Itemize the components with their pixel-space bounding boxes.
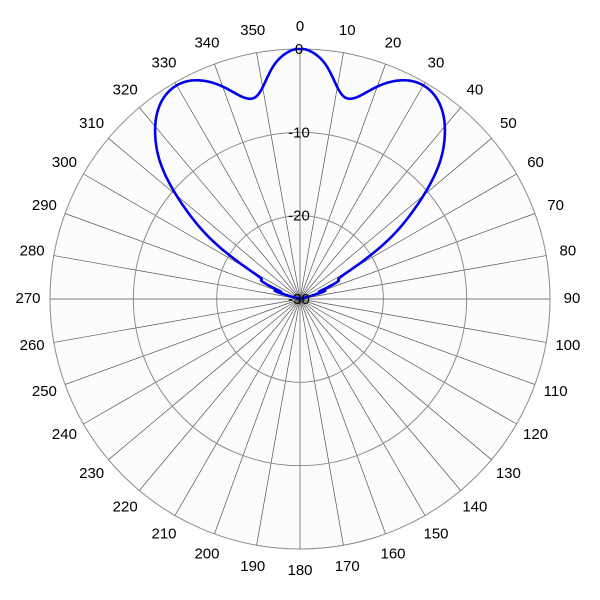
angle-tick-label: 320 <box>113 82 138 99</box>
angle-tick-label: 70 <box>547 197 564 214</box>
angle-gridline-190 <box>256 298 301 546</box>
angle-tick-label: 210 <box>151 526 176 543</box>
angle-tick-label: 80 <box>560 243 577 260</box>
angle-tick-label: 330 <box>151 54 176 71</box>
angle-tick-label: 130 <box>496 465 521 482</box>
angle-tick-label: 240 <box>52 426 77 443</box>
angle-tick-label: 160 <box>381 546 406 563</box>
angle-tick-label: 180 <box>287 562 312 579</box>
radial-tick-label: -20 <box>288 208 310 225</box>
radial-tick-labels: 0 -10 -20 -30 <box>288 41 310 308</box>
angle-gridline-20 <box>299 63 386 300</box>
angle-gridline-330 <box>174 82 301 300</box>
angle-gridline-210 <box>174 298 301 516</box>
angle-gridline-260 <box>53 298 301 343</box>
angle-tick-label: 170 <box>335 558 360 575</box>
angle-tick-label: 190 <box>240 558 265 575</box>
radial-tick-label: -10 <box>288 124 310 141</box>
angle-tick-label: 200 <box>194 546 219 563</box>
angle-tick-label: 60 <box>527 154 544 171</box>
angle-tick-label: 290 <box>32 197 57 214</box>
series-layer <box>153 47 447 301</box>
angle-gridline-100 <box>299 298 547 343</box>
radial-gridline <box>216 215 384 383</box>
angle-gridline-160 <box>299 298 386 535</box>
angle-gridline-350 <box>256 52 301 300</box>
angle-tick-label: 50 <box>500 115 517 132</box>
angle-tick-label: 90 <box>564 290 581 307</box>
angle-tick-label: 0 <box>296 18 304 35</box>
angle-gridline-280 <box>53 255 301 300</box>
angle-gridline-320 <box>139 107 301 300</box>
angle-tick-label: 140 <box>462 498 487 515</box>
series-line <box>153 47 447 301</box>
radial-gridline <box>132 131 468 467</box>
radial-tick-label: -30 <box>288 291 310 308</box>
angle-gridline-170 <box>299 298 344 546</box>
angle-gridline-220 <box>139 298 301 491</box>
angle-tick-label: 230 <box>79 465 104 482</box>
angle-gridline-240 <box>83 298 301 425</box>
angle-tick-label: 10 <box>339 22 356 39</box>
angle-tick-label: 270 <box>15 290 40 307</box>
angle-gridline-30 <box>299 82 426 300</box>
angle-gridline-300 <box>83 173 301 300</box>
radial-tick-label: 0 <box>295 41 303 58</box>
angle-gridline-60 <box>299 173 517 300</box>
angle-gridline-10 <box>299 52 344 300</box>
angle-gridline-150 <box>299 298 426 516</box>
angle-gridline-120 <box>299 298 517 425</box>
angle-gridline-290 <box>64 213 301 300</box>
angular-gridlines <box>50 49 550 549</box>
angle-gridline-70 <box>299 213 536 300</box>
angle-gridline-250 <box>64 298 301 385</box>
angular-tick-labels: 0 10 20 30 40 50 60 70 80 90 100 110 120 130 140 150 160… <box>15 18 580 579</box>
angle-gridline-80 <box>299 255 547 300</box>
angle-tick-label: 120 <box>523 426 548 443</box>
angle-tick-label: 110 <box>544 383 568 400</box>
angle-tick-label: 30 <box>428 54 445 71</box>
angle-gridline-200 <box>214 298 301 535</box>
angle-tick-label: 260 <box>20 337 45 354</box>
angle-tick-label: 100 <box>555 337 580 354</box>
angle-gridline-50 <box>299 138 492 300</box>
angle-gridline-340 <box>214 63 301 300</box>
angle-tick-label: 340 <box>194 34 219 51</box>
angle-tick-label: 280 <box>20 243 45 260</box>
angle-gridline-230 <box>108 298 301 460</box>
angle-tick-label: 310 <box>79 115 104 132</box>
radial-gridlines <box>132 131 468 467</box>
angle-tick-label: 150 <box>423 526 448 543</box>
angle-tick-label: 350 <box>240 22 265 39</box>
angle-gridline-310 <box>108 138 301 300</box>
angle-gridline-40 <box>299 107 461 300</box>
angle-tick-label: 40 <box>466 82 483 99</box>
angle-gridline-140 <box>299 298 461 491</box>
angle-tick-label: 250 <box>32 383 57 400</box>
angle-tick-label: 300 <box>52 154 77 171</box>
angle-tick-label: 20 <box>385 34 402 51</box>
angle-tick-label: 220 <box>113 498 138 515</box>
angle-gridline-130 <box>299 298 492 460</box>
angle-gridline-110 <box>299 298 536 385</box>
